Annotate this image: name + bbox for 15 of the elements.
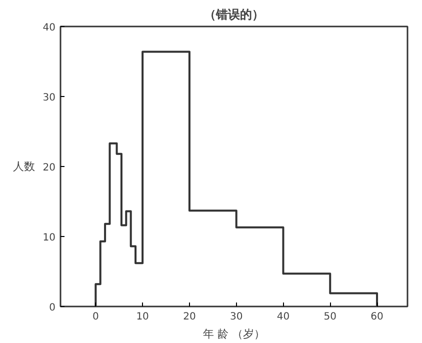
y-tick-label: 20 <box>42 162 56 174</box>
x-tick-label: 40 <box>276 312 290 322</box>
y-tick-label: 30 <box>42 92 56 104</box>
y-tick-label: 10 <box>42 232 56 244</box>
x-tick-label: 0 <box>92 312 99 322</box>
y-axis-title: 人数 <box>12 160 35 173</box>
x-tick-label: 10 <box>136 312 149 322</box>
x-axis-title: 年 龄 （岁） <box>203 328 266 340</box>
y-tick-label: 0 <box>49 302 56 314</box>
x-tick-label: 30 <box>230 312 243 322</box>
y-tick-label: 40 <box>42 22 56 34</box>
x-tick-label: 50 <box>324 312 336 322</box>
x-tick-label: 60 <box>370 312 384 322</box>
x-tick-label: 20 <box>183 312 196 322</box>
chart-title: （错误的） <box>204 8 264 22</box>
